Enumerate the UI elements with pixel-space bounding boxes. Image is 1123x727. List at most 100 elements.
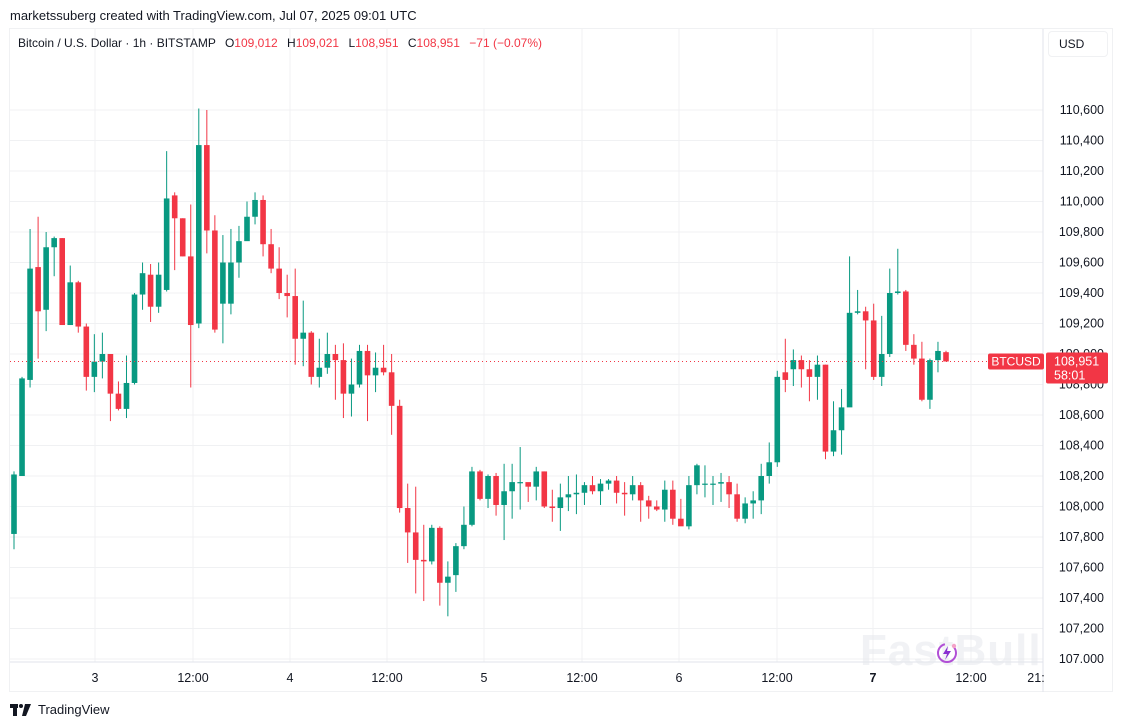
candle: [838, 389, 845, 455]
currency-button[interactable]: USD: [1048, 31, 1108, 57]
candle-body: [862, 311, 869, 321]
watermark: FastBull: [860, 626, 1042, 676]
candle: [308, 331, 315, 385]
candle: [220, 235, 226, 344]
tradingview-logo-icon: [10, 703, 31, 716]
candle-body: [139, 273, 146, 295]
candle: [694, 463, 700, 495]
candle-body: [854, 311, 861, 313]
candle: [324, 332, 331, 374]
time-tick-label: 12:00: [177, 671, 208, 685]
candle: [878, 315, 885, 387]
candle: [195, 108, 202, 329]
price-tick-label: 107.000: [1059, 652, 1104, 666]
time-axis[interactable]: 3 12:00 4 12:00 5 12:00 6 12:00 7 12:00 21:: [92, 671, 1045, 685]
candle-body: [613, 480, 620, 493]
price-axis[interactable]: 110,600 110,400 110,200 110,000 109,800 109,6…: [1059, 103, 1104, 666]
candle-body: [621, 492, 628, 495]
candle-body: [686, 485, 692, 527]
chart-credit: marketssuberg created with TradingView.c…: [10, 8, 417, 23]
candle-body: [372, 367, 379, 376]
candle-body: [517, 482, 523, 484]
candle: [437, 526, 443, 606]
candle-body: [750, 500, 756, 504]
grid-lines: [10, 29, 1044, 692]
candle-body: [726, 482, 732, 495]
candle-body: [340, 360, 347, 394]
close-label: C: [407, 36, 417, 50]
candle: [83, 323, 90, 391]
candle-body: [171, 195, 178, 219]
candle: [163, 151, 170, 292]
candle: [268, 228, 274, 274]
candle: [742, 497, 748, 524]
candle-body: [501, 491, 507, 505]
candle: [613, 476, 620, 504]
candle: [179, 218, 186, 257]
candle-body: [766, 462, 773, 476]
price-tick-label: 110,600: [1060, 103, 1104, 117]
candle-body: [485, 476, 491, 499]
candle-body: [11, 474, 17, 534]
fastbull-logo-icon: [937, 643, 957, 663]
candle-body: [509, 482, 515, 492]
candle-body: [758, 476, 765, 501]
price-tick-label: 109,400: [1059, 286, 1104, 300]
candle: [533, 466, 540, 501]
candle-body: [83, 326, 90, 377]
candle: [758, 463, 765, 515]
candle-body: [51, 238, 57, 248]
candle: [123, 355, 130, 419]
candle-body: [589, 485, 596, 492]
candle: [911, 334, 917, 365]
candle: [276, 247, 282, 300]
tradingview-brand[interactable]: TradingView: [10, 702, 110, 717]
candle-body: [107, 354, 114, 394]
price-tick-label: 107,600: [1059, 561, 1104, 575]
candle: [75, 280, 82, 333]
candle-body: [316, 367, 323, 377]
candle-body: [163, 198, 170, 290]
candle-body: [195, 145, 202, 324]
last-price-box: [1046, 352, 1108, 384]
candle-body: [115, 393, 122, 409]
candle: [171, 192, 178, 271]
candles: [11, 108, 949, 617]
close-value: 108,951: [416, 36, 460, 50]
candle: [228, 228, 234, 315]
candle-body: [846, 312, 853, 408]
time-tick-label: 12:00: [566, 671, 597, 685]
time-tick-label: 5: [481, 671, 488, 685]
candle: [115, 381, 122, 411]
candle-body: [131, 294, 138, 383]
candle: [453, 543, 459, 592]
symbol-title: Bitcoin / U.S. Dollar · 1h · BITSTAMP: [18, 36, 216, 50]
candle-body: [637, 485, 644, 501]
candle: [645, 495, 652, 519]
tradingview-brand-label: TradingView: [38, 702, 110, 717]
candle: [702, 465, 708, 498]
candle: [244, 201, 250, 242]
candle: [428, 524, 435, 565]
price-tick-label: 109,800: [1059, 225, 1104, 239]
candle: [830, 401, 837, 457]
candle: [493, 472, 499, 516]
price-tick-label: 109,200: [1059, 317, 1104, 331]
candle-body: [27, 268, 33, 380]
candle: [131, 293, 138, 385]
candle: [774, 370, 781, 467]
candle: [380, 344, 387, 376]
candle-body: [252, 199, 258, 217]
candle-body: [605, 480, 612, 484]
candle: [461, 506, 467, 550]
candle-body: [155, 274, 162, 307]
candle-body: [292, 296, 299, 339]
candle-body: [886, 293, 893, 354]
candle-body: [260, 199, 266, 245]
candle-body: [412, 532, 419, 560]
candle: [372, 352, 379, 393]
candle-body: [91, 361, 98, 377]
candle-body: [236, 241, 242, 263]
price-tick-label: 107,800: [1059, 530, 1104, 544]
